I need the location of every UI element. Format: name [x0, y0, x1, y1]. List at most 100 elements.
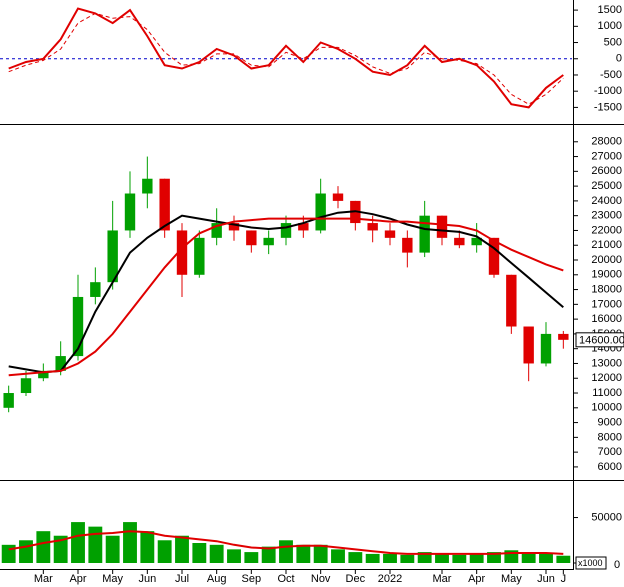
y-tick-label: 26000	[591, 165, 622, 177]
bar	[487, 552, 501, 563]
x-tick-label: Mar	[34, 573, 53, 585]
y-tick-label: 22000	[591, 224, 622, 236]
x-tick-label: J	[561, 573, 567, 585]
bar	[19, 540, 33, 563]
candle-body	[488, 237, 500, 275]
y-tick-label: 17000	[591, 298, 622, 310]
x-tick-label: Jun	[537, 573, 555, 585]
bar	[53, 535, 68, 563]
candle-body	[454, 237, 465, 246]
candle-body	[384, 230, 396, 238]
y-tick-label: 0	[614, 559, 620, 571]
x-tick-label: Oct	[277, 573, 294, 585]
candle-body	[540, 333, 552, 364]
candle-body	[315, 193, 326, 231]
bar	[1, 544, 16, 563]
bar	[469, 553, 484, 563]
y-tick-label: 28000	[591, 136, 622, 148]
bar	[383, 553, 397, 563]
unit-label: x1000	[578, 558, 603, 568]
x-tick-label: Aug	[207, 573, 227, 585]
y-tick-label: 12000	[591, 372, 622, 384]
candle-body	[124, 193, 136, 231]
x-tick-label: Apr	[69, 573, 86, 585]
x-tick-label: Nov	[311, 573, 331, 585]
bar	[123, 522, 137, 563]
y-tick-label: 10000	[591, 402, 622, 414]
unit-box	[575, 556, 607, 570]
y-tick-label: 11000	[592, 387, 622, 399]
candle-body	[142, 178, 153, 194]
candle-body	[246, 230, 257, 246]
x-tick-label: May	[102, 573, 123, 585]
bar	[157, 540, 172, 563]
bar	[279, 540, 293, 563]
bar	[452, 554, 467, 563]
candle-body	[55, 356, 66, 371]
line-series	[8, 210, 564, 374]
candle-body	[332, 193, 344, 201]
y-tick-label: 25000	[591, 180, 622, 192]
y-tick-label: 1500	[598, 4, 622, 16]
y-tick-label: 16000	[591, 313, 622, 325]
candle-body	[159, 178, 170, 231]
y-tick-label: -500	[600, 69, 622, 81]
y-tick-label: 13000	[591, 357, 622, 369]
y-tick-label: 18000	[591, 283, 622, 295]
x-tick-label: Dec	[346, 573, 366, 585]
bar	[521, 552, 536, 563]
candle-body	[3, 393, 14, 408]
candle-body	[506, 274, 517, 327]
x-tick-label: Apr	[468, 573, 485, 585]
y-tick-label: 27000	[591, 150, 622, 162]
y-tick-label: 20000	[591, 254, 622, 266]
bar	[365, 553, 380, 563]
candle-body	[194, 237, 205, 275]
candle-body	[402, 237, 413, 253]
bar	[227, 549, 241, 563]
bar	[539, 553, 553, 563]
candle-body	[228, 223, 240, 231]
bar	[105, 535, 120, 563]
bar	[175, 535, 189, 563]
bar	[417, 552, 432, 563]
x-tick-label: 2022	[378, 573, 402, 585]
y-tick-label: 6000	[598, 461, 622, 473]
line-series	[8, 530, 564, 555]
candle-body	[38, 370, 49, 379]
bar	[296, 544, 311, 563]
x-tick-label: Sep	[242, 573, 262, 585]
y-tick-label: -1500	[594, 101, 622, 113]
y-tick-label: 7000	[598, 446, 622, 458]
line-series	[8, 7, 564, 109]
candle-body	[419, 215, 430, 253]
line-series	[8, 12, 564, 105]
y-tick-label: 0	[616, 53, 622, 65]
bar	[556, 555, 571, 563]
x-tick-label: Jul	[175, 573, 189, 585]
y-tick-label: 500	[604, 36, 622, 48]
bar	[435, 553, 449, 563]
x-tick-label: Mar	[433, 573, 452, 585]
candle-body	[523, 326, 534, 364]
y-tick-label: 50000	[591, 511, 622, 523]
bar	[192, 543, 207, 563]
bar	[71, 522, 85, 563]
candle-body	[280, 223, 292, 238]
y-tick-label: -1000	[594, 85, 622, 97]
candle-body	[471, 237, 482, 246]
candle-body	[436, 215, 448, 238]
bar	[261, 546, 276, 563]
y-tick-label: 8000	[598, 431, 622, 443]
bar	[36, 531, 51, 563]
bar	[209, 544, 224, 563]
last-price-box	[575, 332, 624, 348]
bar	[313, 544, 328, 563]
y-tick-label: 24000	[591, 195, 622, 207]
y-tick-label: 9000	[598, 416, 622, 428]
candle-body	[90, 282, 101, 297]
bar	[244, 552, 259, 563]
last-price-label: 14600.00	[579, 335, 624, 347]
